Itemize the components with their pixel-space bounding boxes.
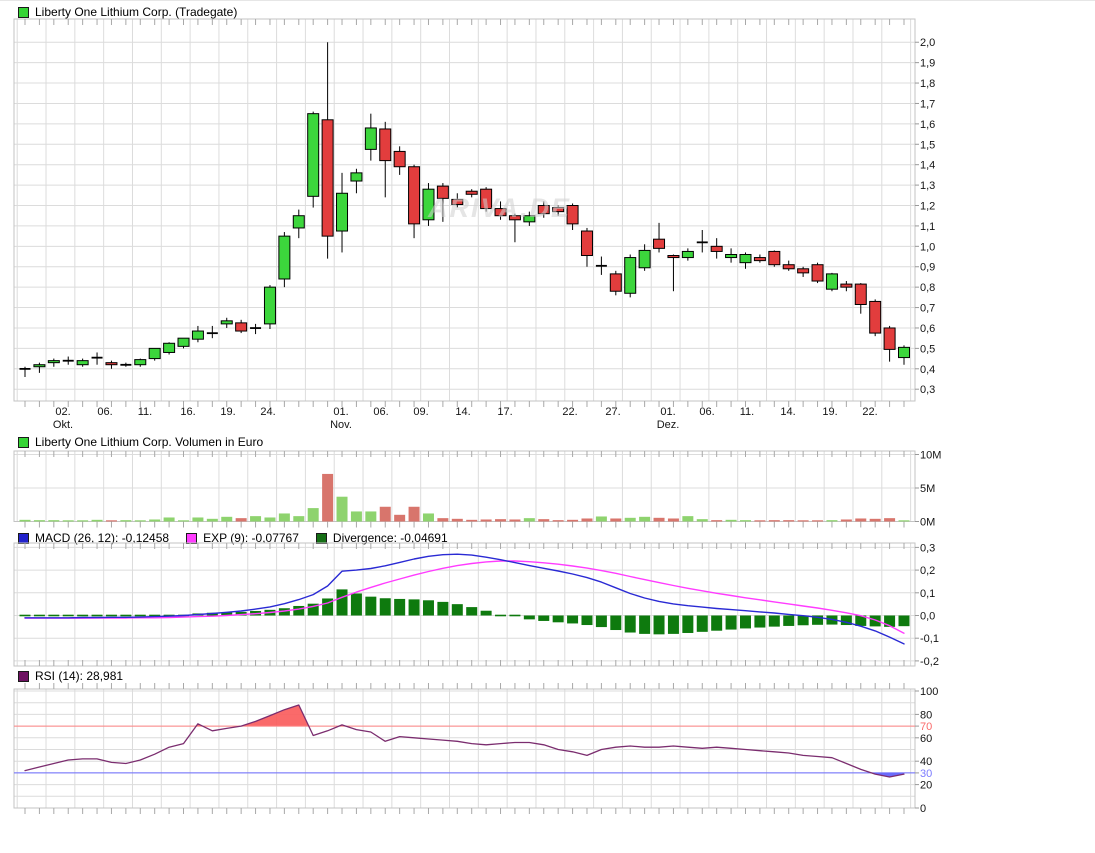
macd-legend-label: MACD (26, 12): -0,12458 [35,531,170,545]
svg-text:22.: 22. [862,406,877,418]
exp-legend-label: EXP (9): -0,07767 [203,531,299,545]
price-legend-swatch-icon [18,6,29,18]
svg-text:06.: 06. [373,406,388,418]
svg-text:17.: 17. [497,406,512,418]
watermark-text: ARIVA.DE [427,193,571,223]
svg-text:06.: 06. [97,406,112,418]
svg-text:1,0: 1,0 [920,241,935,253]
svg-text:14.: 14. [780,406,795,418]
svg-text:01.: 01. [660,406,675,418]
volume-bars-layer [19,473,910,522]
price-legend-label: Liberty One Lithium Corp. (Tradegate) [35,5,238,19]
svg-text:1,1: 1,1 [920,221,935,233]
svg-text:Nov.: Nov. [330,419,352,431]
svg-text:10M: 10M [920,450,941,462]
svg-text:0M: 0M [920,517,935,529]
svg-text:Dez.: Dez. [657,419,680,431]
svg-text:19.: 19. [822,406,837,418]
svg-text:0: 0 [920,803,926,815]
svg-text:1,2: 1,2 [920,201,935,213]
svg-text:1,3: 1,3 [920,180,935,192]
svg-text:06.: 06. [699,406,714,418]
svg-text:0,3: 0,3 [920,542,935,554]
macd-legend: MACD (26, 12): -0,12458 EXP (9): -0,0776… [18,531,448,545]
svg-text:24.: 24. [260,406,275,418]
rsi-overbought-fill [196,705,346,727]
candles-layer [19,42,910,377]
svg-text:11.: 11. [740,406,754,418]
svg-text:27.: 27. [605,406,620,418]
svg-text:1,4: 1,4 [920,160,935,172]
svg-text:0,6: 0,6 [920,323,935,335]
svg-text:0,2: 0,2 [920,565,935,577]
svg-text:0,4: 0,4 [920,364,935,376]
svg-text:0,7: 0,7 [920,303,935,315]
svg-text:0,1: 0,1 [920,588,935,600]
volume-legend-label: Liberty One Lithium Corp. Volumen in Eur… [35,435,264,449]
svg-text:-0,1: -0,1 [920,633,939,645]
svg-text:100: 100 [920,686,938,698]
svg-text:2,0: 2,0 [920,37,935,49]
rsi-oversold-fill [871,772,904,777]
svg-text:Okt.: Okt. [53,419,73,431]
svg-text:0,8: 0,8 [920,282,935,294]
volume-legend: Liberty One Lithium Corp. Volumen in Eur… [18,435,263,449]
svg-text:16.: 16. [180,406,195,418]
rsi-legend-swatch-icon [18,670,29,682]
svg-text:1,6: 1,6 [920,119,935,131]
svg-text:70: 70 [920,721,932,733]
tick-marks [24,19,905,814]
rsi-legend: RSI (14): 28,981 [18,669,123,683]
svg-text:0,3: 0,3 [920,384,935,396]
svg-text:01.: 01. [333,406,348,418]
svg-text:1,7: 1,7 [920,98,935,110]
macd-layer [19,553,910,645]
svg-text:0,0: 0,0 [920,611,935,623]
svg-text:60: 60 [920,733,932,745]
svg-text:22.: 22. [562,406,577,418]
rsi-layer [14,704,915,778]
svg-text:14.: 14. [455,406,470,418]
svg-text:1,8: 1,8 [920,78,935,90]
svg-text:0,9: 0,9 [920,262,935,274]
svg-text:0,5: 0,5 [920,343,935,355]
svg-text:40: 40 [920,756,932,768]
watermark: ARIVA.DE [427,193,571,223]
svg-text:02.: 02. [55,406,70,418]
panel-borders [13,18,916,809]
svg-text:20: 20 [920,780,932,792]
y-axis-labels: 2,0 1,9 1,8 1,7 1,6 1,5 1,4 1,3 1,2 1,1 1,0 0,9 0,8 0… [915,37,941,815]
svg-text:1,9: 1,9 [920,58,935,70]
volume-legend-swatch-icon [18,436,29,448]
svg-text:5M: 5M [920,483,935,495]
divergence-legend-label: Divergence: -0,04691 [332,531,448,545]
grid-layer [14,19,915,809]
rsi-legend-label: RSI (14): 28,981 [35,669,124,683]
svg-text:09.: 09. [413,406,428,418]
svg-text:-0,2: -0,2 [920,656,939,668]
svg-text:11.: 11. [138,406,152,418]
svg-text:80: 80 [920,709,932,721]
svg-text:1,5: 1,5 [920,139,935,151]
x-axis-labels: 02.Okt.06. 11. 16. 19. 24. 01.Nov.06. 09. 14. 17… [53,406,878,431]
svg-text:19.: 19. [220,406,235,418]
price-legend: Liberty One Lithium Corp. (Tradegate) [18,5,237,19]
svg-text:30: 30 [920,768,932,780]
